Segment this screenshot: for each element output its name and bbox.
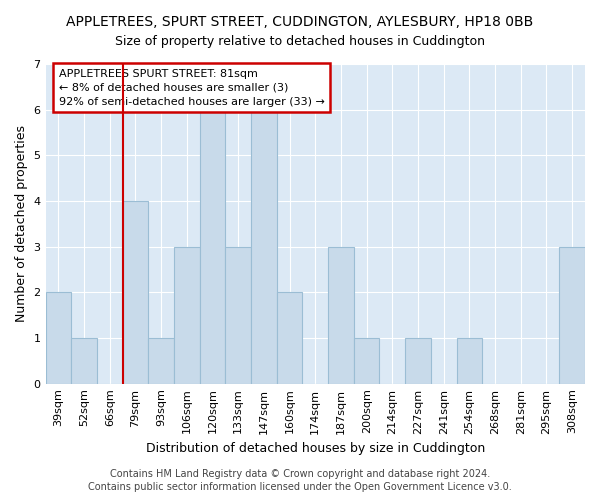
Bar [200,110,226,384]
Text: APPLETREES SPURT STREET: 81sqm
← 8% of detached houses are smaller (3)
92% of se: APPLETREES SPURT STREET: 81sqm ← 8% of d… [59,69,325,107]
Bar [328,246,354,384]
Text: Contains HM Land Registry data © Crown copyright and database right 2024.
Contai: Contains HM Land Registry data © Crown c… [88,470,512,492]
Y-axis label: Number of detached properties: Number of detached properties [15,126,28,322]
Bar [174,246,200,384]
Bar [354,338,379,384]
Bar [405,338,431,384]
X-axis label: Distribution of detached houses by size in Cuddington: Distribution of detached houses by size … [146,442,485,455]
Bar [122,201,148,384]
Bar [277,292,302,384]
Bar [148,338,174,384]
Text: Size of property relative to detached houses in Cuddington: Size of property relative to detached ho… [115,35,485,48]
Bar [226,246,251,384]
Bar [71,338,97,384]
Bar [46,292,71,384]
Text: APPLETREES, SPURT STREET, CUDDINGTON, AYLESBURY, HP18 0BB: APPLETREES, SPURT STREET, CUDDINGTON, AY… [67,15,533,29]
Bar [559,246,585,384]
Bar [251,110,277,384]
Bar [457,338,482,384]
